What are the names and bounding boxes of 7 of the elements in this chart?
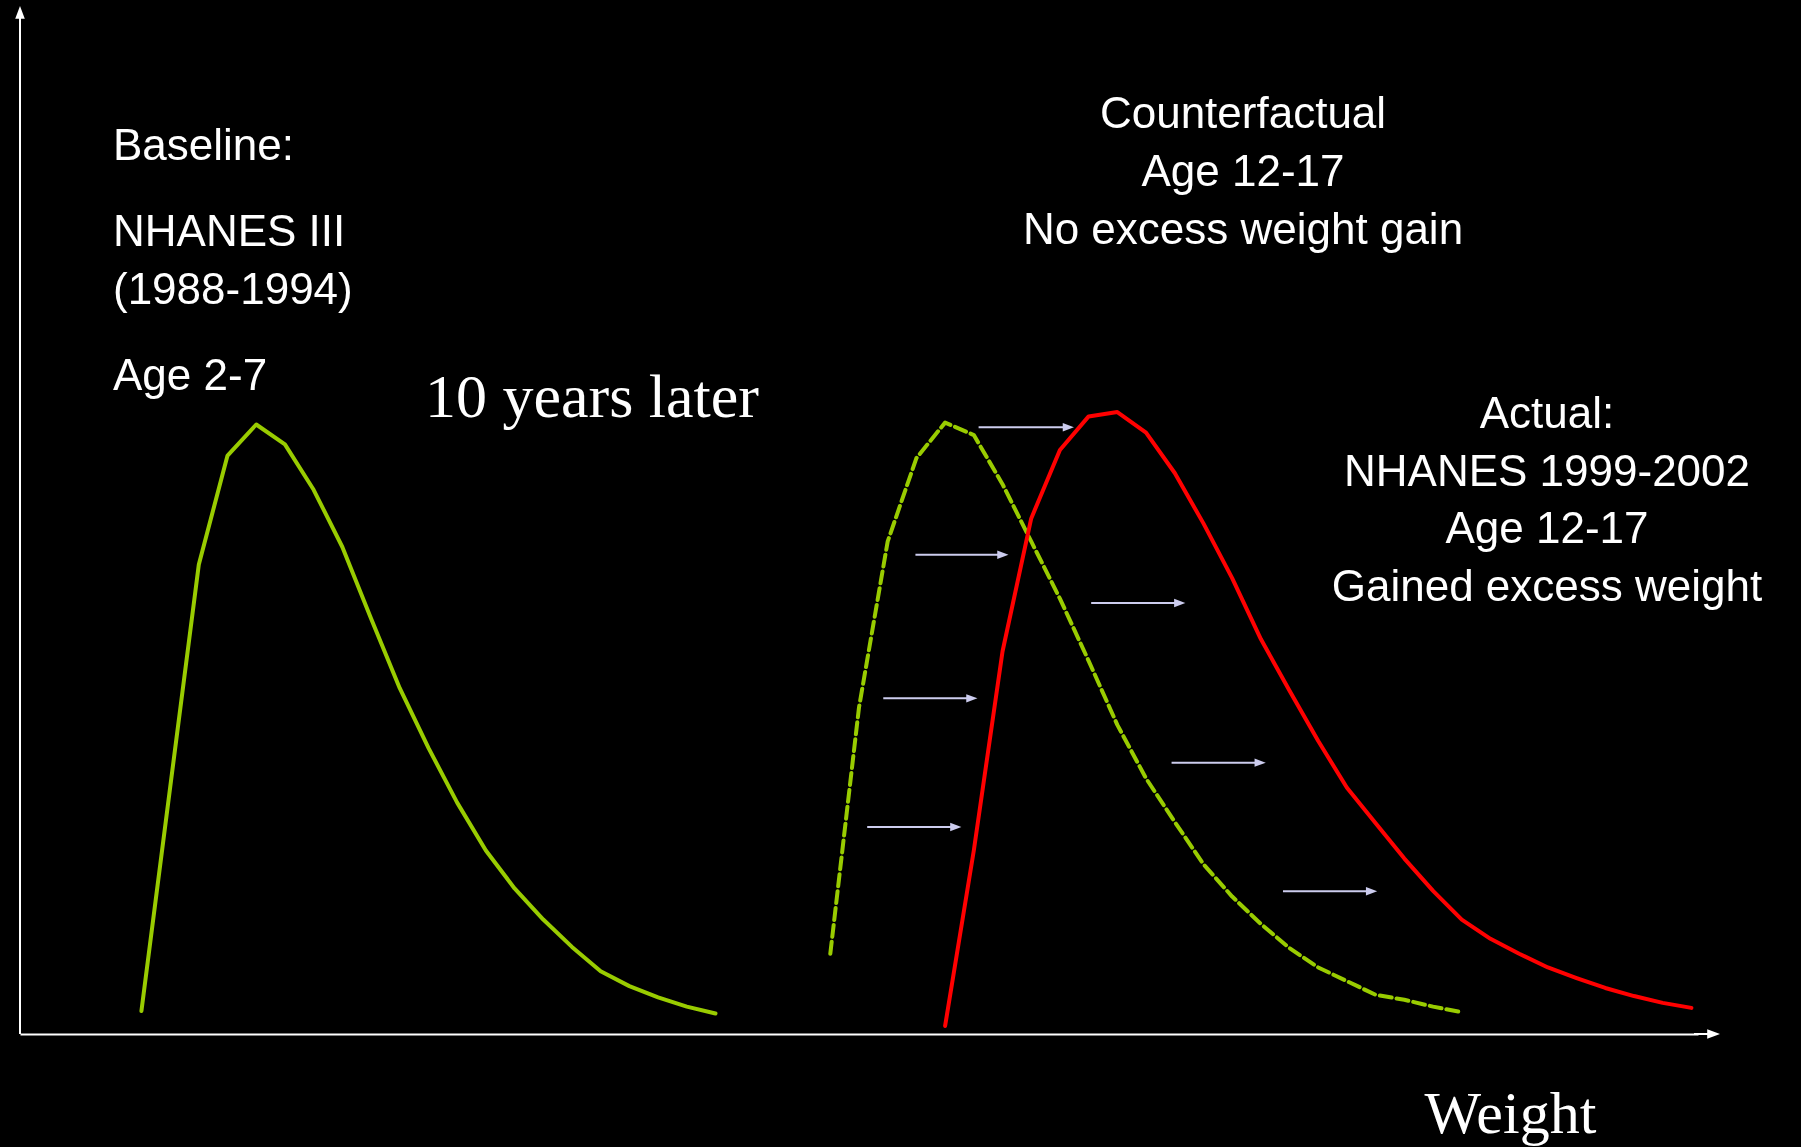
text: Counterfactual Age 12-17 No excess weight gain xyxy=(1022,88,1464,253)
text: NHANES III (1988-1994) xyxy=(113,206,353,313)
text: Baseline: xyxy=(113,120,295,169)
x-axis-title: Weight xyxy=(1424,1079,1597,1146)
annotation: Actual: NHANES 1999-2002 Age 12-17 Gained excess weight xyxy=(1331,388,1763,610)
annotation: 10 years later xyxy=(425,362,760,430)
text: Age 2-7 xyxy=(113,350,268,399)
